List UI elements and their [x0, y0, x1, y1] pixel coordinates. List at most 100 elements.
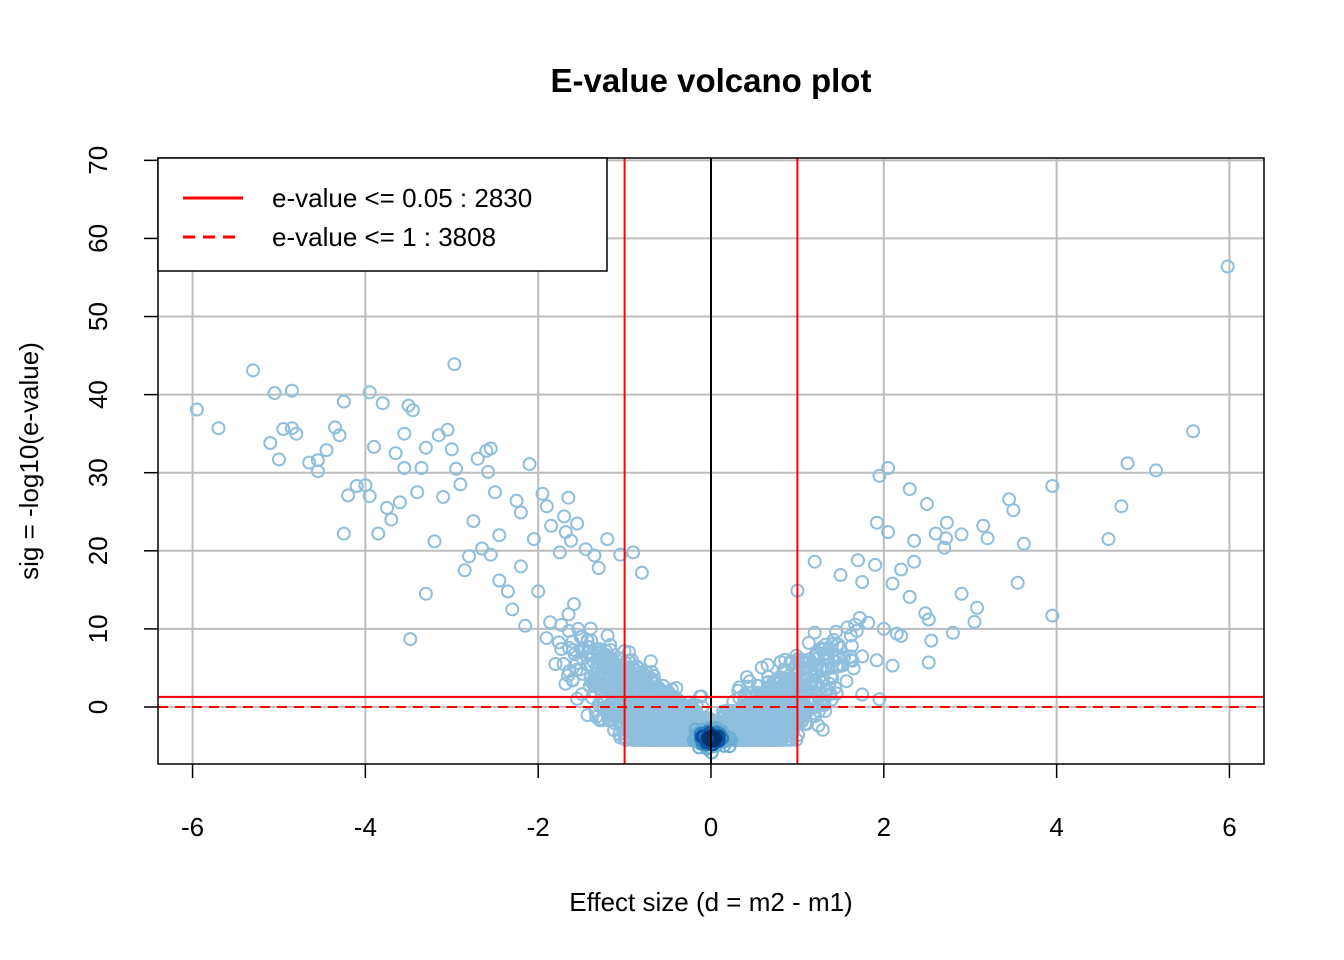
data-point — [1006, 503, 1021, 518]
data-point — [786, 712, 801, 727]
data-point — [967, 614, 982, 629]
data-point — [336, 526, 351, 541]
data-point — [608, 678, 623, 693]
data-point — [843, 628, 858, 643]
data-point — [263, 436, 278, 450]
data-point — [885, 658, 900, 673]
data-point — [466, 514, 481, 529]
data-point — [554, 642, 569, 656]
data-point — [328, 420, 343, 435]
data-point — [492, 528, 507, 543]
data-point — [336, 394, 351, 409]
data-point — [531, 584, 546, 599]
data-point — [418, 440, 433, 455]
data-point — [475, 541, 489, 556]
data-point — [513, 559, 528, 574]
x-tick-label: 6 — [1222, 812, 1236, 842]
data-point — [449, 461, 464, 476]
data-point — [561, 490, 576, 505]
data-point — [483, 547, 498, 562]
data-point — [522, 457, 537, 472]
data-point — [284, 383, 299, 398]
y-tick-label: 10 — [83, 614, 113, 643]
data-point — [885, 576, 900, 591]
data-point — [591, 561, 606, 575]
data-point — [1016, 536, 1031, 551]
reference-lines — [158, 158, 1264, 764]
data-point — [539, 499, 554, 514]
data-point — [526, 532, 541, 547]
data-point — [500, 584, 515, 599]
data-point — [431, 428, 446, 443]
data-point — [544, 518, 559, 533]
data-point — [580, 657, 595, 672]
data-point — [671, 693, 686, 708]
data-point — [622, 706, 637, 721]
data-point — [551, 635, 566, 650]
data-point — [749, 703, 764, 718]
data-point — [678, 708, 693, 723]
y-tick-label: 20 — [83, 536, 113, 565]
data-point — [1101, 532, 1116, 547]
data-point — [1220, 259, 1235, 274]
data-point — [341, 488, 356, 503]
data-point — [310, 453, 325, 468]
data-point — [302, 455, 317, 470]
data-point — [833, 568, 848, 582]
data-point — [564, 533, 578, 548]
data-point — [505, 602, 520, 617]
data-point — [570, 516, 585, 531]
legend-box — [157, 157, 608, 272]
data-point — [319, 443, 334, 458]
data-point — [881, 525, 896, 540]
data-point — [894, 562, 909, 577]
data-point — [613, 547, 628, 562]
data-point — [558, 676, 573, 691]
data-point — [658, 701, 673, 716]
data-point — [596, 651, 610, 666]
data-point — [513, 505, 528, 520]
data-point — [801, 635, 816, 650]
data-point — [789, 648, 804, 663]
data-point — [773, 655, 788, 669]
x-axis-label: Effect size (d = m2 - m1) — [569, 887, 852, 917]
data-point — [1045, 608, 1060, 623]
data-point — [362, 489, 377, 504]
data-point — [518, 618, 533, 633]
data-point — [743, 731, 758, 746]
x-tick-label: 4 — [1049, 812, 1063, 842]
data-point — [539, 631, 554, 646]
data-point — [980, 531, 995, 546]
data-point — [557, 509, 572, 524]
data-point — [600, 628, 615, 643]
data-point — [653, 725, 668, 740]
data-point — [590, 677, 605, 692]
data-point — [1010, 575, 1025, 590]
data-point — [388, 446, 403, 461]
data-point — [403, 632, 418, 647]
data-point — [810, 651, 825, 666]
data-point — [921, 655, 936, 670]
data-point — [371, 526, 386, 541]
data-point — [561, 623, 576, 638]
y-axis-label: sig = -log10(e-value) — [14, 342, 44, 580]
chart-title: E-value volcano plot — [551, 62, 872, 99]
data-point — [332, 428, 347, 443]
data-point — [760, 675, 775, 690]
data-point — [548, 657, 563, 671]
data-point — [807, 625, 822, 640]
y-axis: 0 10 20 30 40 50 60 70 — [83, 146, 158, 714]
data-point — [924, 633, 939, 648]
data-point — [754, 660, 769, 675]
data-point — [444, 442, 459, 457]
data-point — [647, 688, 661, 703]
data-point — [815, 722, 830, 737]
data-point — [735, 709, 750, 724]
data-point — [581, 640, 596, 655]
data-point — [954, 527, 969, 542]
data-point — [488, 485, 502, 500]
data-point — [902, 589, 917, 604]
data-point — [839, 674, 854, 689]
data-point — [645, 674, 660, 689]
data-point — [272, 452, 286, 467]
